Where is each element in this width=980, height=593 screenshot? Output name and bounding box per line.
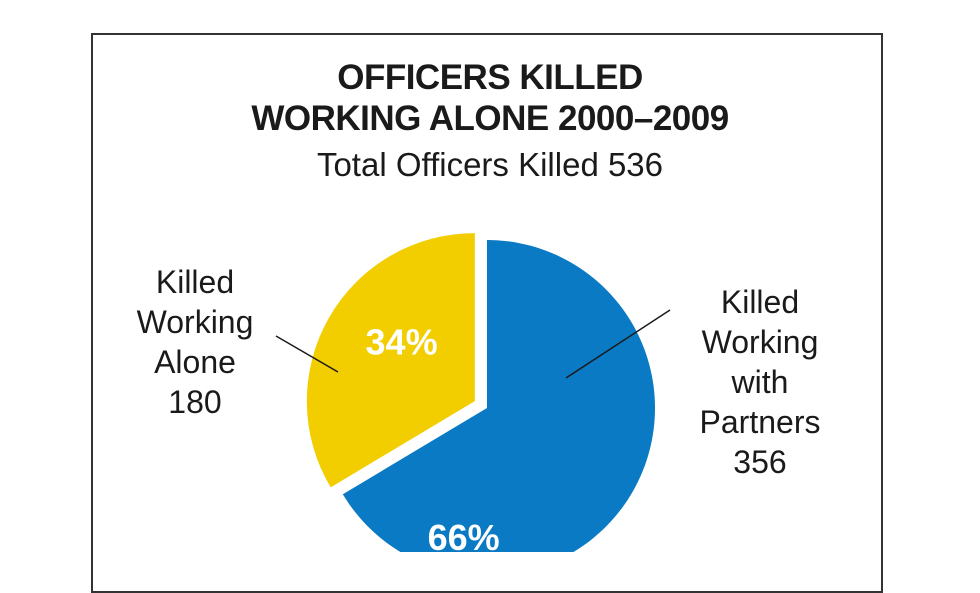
percent-label-partners: 66% <box>428 517 500 552</box>
percent-label-alone: 34% <box>366 321 438 362</box>
slice-label-alone-line-1: Killed <box>155 264 235 300</box>
leader-line-alone <box>275 335 339 373</box>
slice-label-partners-line-3: with <box>731 364 789 400</box>
chart-title-line-2: WORKING ALONE 2000–2009 <box>251 99 729 138</box>
slice-label-alone-line-3: Alone <box>154 344 236 380</box>
slice-label-alone-line-2: Working <box>136 304 254 340</box>
pie-slice-partners <box>342 240 655 552</box>
leader-lines <box>275 309 671 379</box>
percent-labels: 34% 66% <box>366 321 500 552</box>
slice-value-alone: 180 <box>168 384 222 420</box>
pie-slice-alone <box>306 233 475 488</box>
pie-chart: 34% 66% <box>275 233 671 552</box>
slice-value-partners: 356 <box>733 444 787 480</box>
slice-label-partners-line-1: Killed <box>720 284 800 320</box>
slice-label-alone: Killed Working Alone 180 <box>110 262 280 422</box>
chart-title-line-1: OFFICERS KILLED <box>337 58 643 97</box>
slice-label-partners-line-2: Working <box>701 324 819 360</box>
slice-label-partners-line-4: Partners <box>699 404 821 440</box>
chart-subtitle: Total Officers Killed 536 <box>316 146 664 183</box>
pie-slices <box>306 233 655 552</box>
leader-line-partners <box>565 309 671 379</box>
slice-label-partners: Killed Working with Partners 356 <box>660 282 860 482</box>
